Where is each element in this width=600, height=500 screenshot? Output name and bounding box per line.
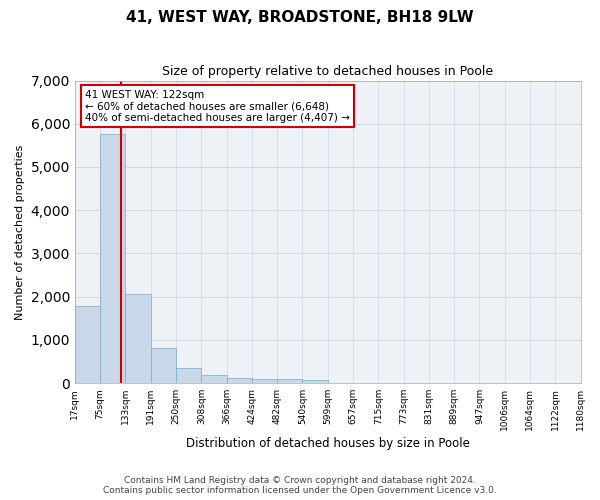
Text: 41 WEST WAY: 122sqm
← 60% of detached houses are smaller (6,648)
40% of semi-det: 41 WEST WAY: 122sqm ← 60% of detached ho… — [85, 90, 350, 123]
Bar — [75, 306, 100, 383]
Bar — [176, 368, 202, 383]
Bar — [302, 380, 328, 383]
Bar — [252, 378, 277, 383]
Bar — [125, 294, 151, 383]
Title: Size of property relative to detached houses in Poole: Size of property relative to detached ho… — [162, 65, 493, 78]
Y-axis label: Number of detached properties: Number of detached properties — [15, 144, 25, 320]
X-axis label: Distribution of detached houses by size in Poole: Distribution of detached houses by size … — [186, 437, 470, 450]
Bar — [277, 379, 302, 383]
Bar — [100, 134, 125, 383]
Bar — [227, 378, 252, 383]
Text: 41, WEST WAY, BROADSTONE, BH18 9LW: 41, WEST WAY, BROADSTONE, BH18 9LW — [126, 10, 474, 25]
Bar — [202, 374, 227, 383]
Bar — [151, 348, 176, 383]
Text: Contains HM Land Registry data © Crown copyright and database right 2024.
Contai: Contains HM Land Registry data © Crown c… — [103, 476, 497, 495]
